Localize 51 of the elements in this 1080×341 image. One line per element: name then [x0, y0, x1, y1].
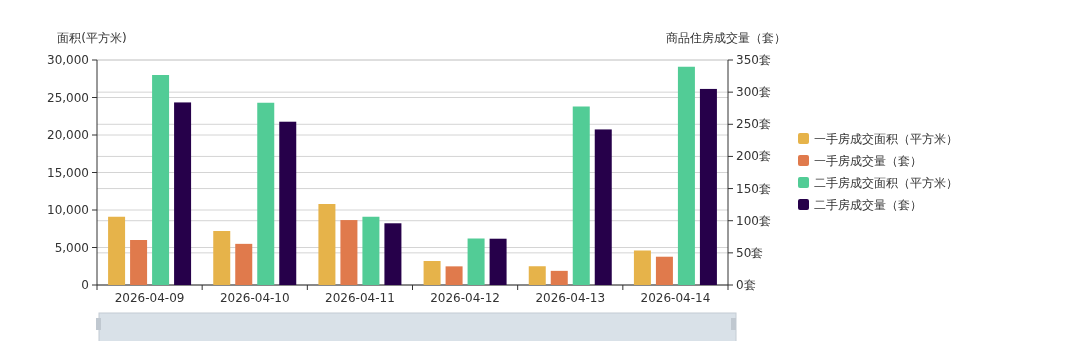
bar [174, 102, 192, 285]
y2-axis-title: 商品住房成交量（套） [666, 31, 786, 45]
y2-tick-label: 0套 [736, 278, 756, 292]
bar [152, 75, 170, 285]
y-tick-label: 25,000 [47, 90, 89, 105]
bar [108, 216, 126, 285]
y-tick-label: 10,000 [47, 203, 89, 217]
x-tick-label: 2026-04-10 [219, 291, 290, 305]
bar [489, 238, 507, 285]
bar [279, 121, 297, 285]
bar [362, 216, 380, 285]
legend-label: 一手房成交面积（平方米） [814, 132, 958, 146]
bar [572, 106, 590, 285]
bar [257, 102, 275, 285]
bar [655, 256, 673, 285]
x-tick-label: 2026-04-14 [640, 291, 711, 305]
y2-tick-label: 150套 [736, 181, 771, 196]
bar [467, 238, 485, 285]
y-tick-label: 30,000 [47, 53, 89, 67]
bar [677, 66, 695, 285]
bar [318, 204, 336, 285]
y-tick-label: 5,000 [54, 240, 89, 255]
y2-tick-label: 50套 [736, 245, 764, 260]
legend-label: 二手房成交面积（平方米） [814, 176, 958, 190]
y2-tick-label: 300套 [736, 85, 771, 100]
bar [423, 261, 441, 285]
legend-label: 一手房成交量（套） [814, 154, 922, 168]
bar [699, 88, 717, 285]
y2-tick-label: 100套 [736, 213, 771, 228]
bar [235, 243, 253, 285]
y2-tick-label: 200套 [736, 149, 771, 164]
bar [633, 250, 651, 285]
x-tick-label: 2026-04-12 [430, 291, 500, 305]
y2-tick-label: 350套 [736, 53, 771, 67]
y2-tick-label: 250套 [736, 117, 771, 132]
bar [384, 223, 402, 285]
x-tick-label: 2026-04-13 [535, 291, 606, 305]
legend-label: 二手房成交量（套） [814, 198, 922, 212]
bar [528, 266, 546, 285]
bar [445, 266, 463, 285]
y-tick-label: 0 [81, 278, 89, 292]
x-tick-label: 2026-04-09 [114, 291, 185, 305]
y-axis-title: 面积(平方米) [57, 31, 127, 45]
bar [550, 270, 568, 285]
bar [340, 220, 358, 285]
bar [130, 240, 148, 285]
bar [594, 129, 612, 285]
y-tick-label: 15,000 [47, 165, 89, 180]
y-tick-label: 20,000 [47, 128, 89, 142]
x-tick-label: 2026-04-11 [325, 291, 395, 305]
bar [213, 231, 231, 285]
